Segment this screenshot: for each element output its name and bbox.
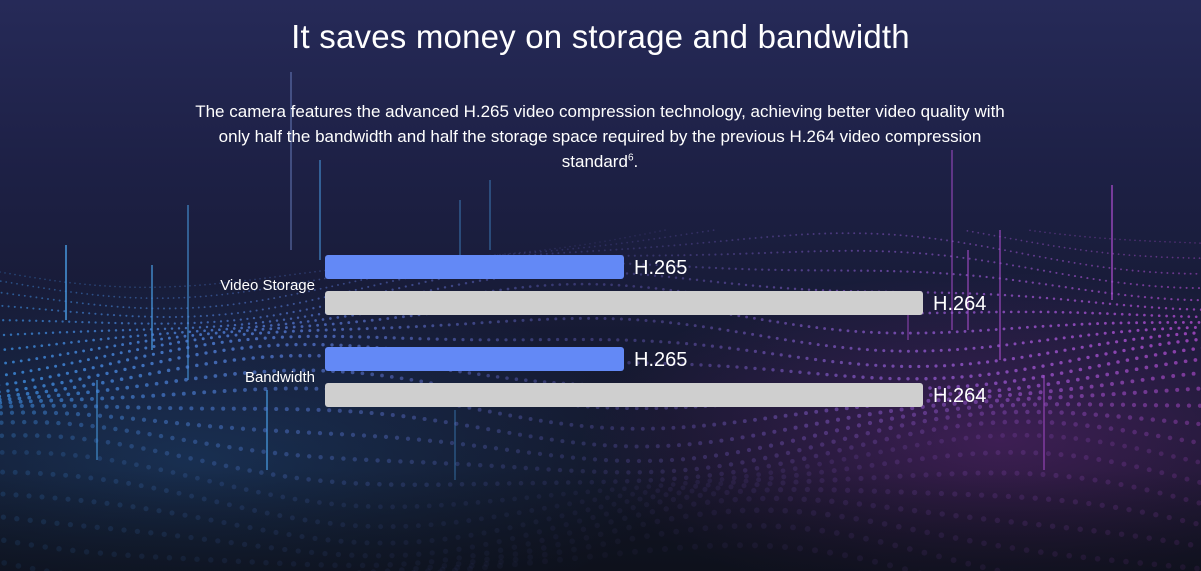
- category-label: Video Storage: [220, 277, 315, 294]
- bar-label: H.264: [933, 385, 986, 407]
- page-title: It saves money on storage and bandwidth: [291, 18, 910, 55]
- description-body: The camera features the advanced H.265 v…: [195, 102, 1005, 171]
- bar-h264: [325, 291, 923, 315]
- bar-h264: [325, 383, 923, 407]
- bar-h265: [325, 255, 624, 279]
- bar-label: H.265: [634, 257, 687, 279]
- description-text: The camera features the advanced H.265 v…: [195, 99, 1005, 174]
- category-label: Bandwidth: [245, 369, 315, 386]
- bar-label: H.265: [634, 349, 687, 371]
- footnote-marker[interactable]: 6: [627, 152, 634, 164]
- bar-h265: [325, 347, 624, 371]
- description-period: .: [633, 152, 639, 171]
- bottom-fade: [0, 470, 1201, 571]
- bar-label: H.264: [933, 293, 986, 315]
